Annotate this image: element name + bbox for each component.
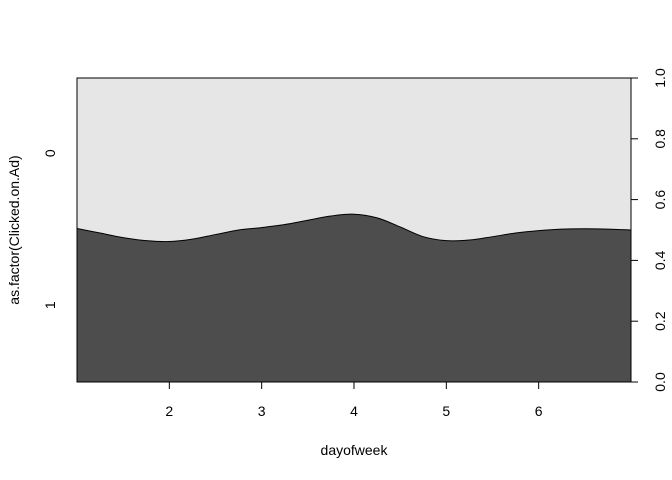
x-axis: 2 3 4 5 6 bbox=[165, 381, 543, 419]
x-axis-title: dayofweek bbox=[321, 442, 389, 458]
y-tick-label: 0.6 bbox=[652, 190, 668, 210]
y-tick-label: 0.4 bbox=[652, 250, 668, 270]
y-axis-title: as.factor(Clicked.on.Ad) bbox=[6, 155, 22, 304]
y-tick-label: 0.0 bbox=[652, 372, 668, 392]
x-tick-label: 2 bbox=[165, 403, 173, 419]
y-tick-label: 0.8 bbox=[652, 129, 668, 149]
category-axis-left: 01 bbox=[42, 149, 58, 309]
y-tick-label: 0.2 bbox=[652, 311, 668, 331]
category-label-1: 1 bbox=[42, 301, 58, 309]
y-axis-right: 0.0 0.2 0.4 0.6 0.8 1.0 bbox=[631, 68, 668, 392]
y-tick-label: 1.0 bbox=[652, 68, 668, 88]
x-tick-label: 3 bbox=[258, 403, 266, 419]
x-tick-label: 4 bbox=[350, 403, 358, 419]
x-tick-label: 6 bbox=[535, 403, 543, 419]
category-label-0: 0 bbox=[42, 149, 58, 157]
x-tick-label: 5 bbox=[442, 403, 450, 419]
area-clicked-1 bbox=[76, 213, 632, 383]
